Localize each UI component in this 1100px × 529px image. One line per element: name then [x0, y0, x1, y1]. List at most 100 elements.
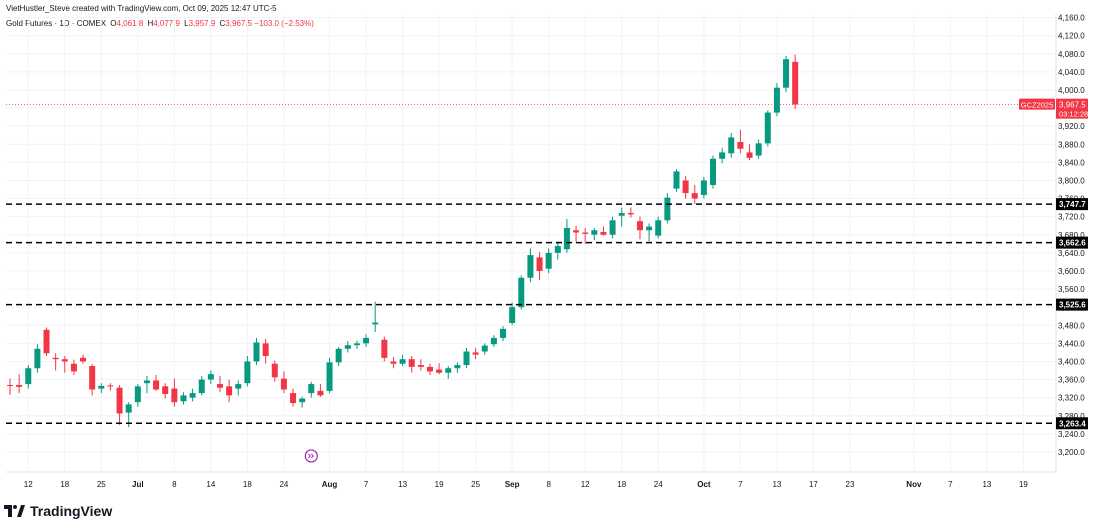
x-tick-label: Oct [697, 480, 711, 489]
y-tick-label: 3,640.0 [1058, 249, 1085, 258]
candle-up [563, 218, 570, 253]
candle-up [253, 337, 260, 366]
candle-up [554, 241, 561, 260]
candle-down [691, 184, 698, 204]
level-price-tag [1056, 198, 1088, 211]
candle-up [189, 388, 196, 402]
candle-up [299, 396, 306, 408]
candle-up [134, 384, 141, 407]
candle-down [582, 227, 589, 244]
candle-body [655, 220, 662, 236]
candle-up [481, 343, 488, 355]
candle-body [171, 388, 178, 403]
candle-down [16, 374, 23, 394]
candle-body [363, 337, 370, 344]
candle-body [143, 380, 150, 384]
candle-body [89, 365, 96, 390]
candle-down [262, 338, 269, 364]
candle-body [280, 378, 287, 390]
candle-body [216, 384, 223, 388]
y-tick-label: 3,200.0 [1058, 448, 1085, 457]
x-tick-label: Jul [132, 480, 144, 489]
candle-body [545, 252, 552, 269]
x-tick-label: 18 [617, 480, 626, 489]
level-price-label: 3,747.7 [1059, 200, 1086, 209]
y-tick-label: 3,720.0 [1058, 213, 1085, 222]
tradingview-logo-icon [4, 505, 25, 517]
candle-up [591, 227, 598, 241]
candle-up [244, 356, 251, 387]
candle-down [52, 353, 59, 371]
candle-down [70, 359, 77, 376]
candle-body [80, 357, 87, 362]
candle-up [326, 357, 333, 394]
low-value: 3,957.9 [188, 19, 216, 28]
candle-up [509, 302, 516, 326]
candle-up [344, 341, 351, 353]
candle-up [363, 334, 370, 347]
candle-body [792, 61, 799, 105]
candle-body [490, 337, 497, 345]
candle-body [344, 345, 351, 349]
candle-body [153, 380, 160, 390]
candle-up [25, 365, 32, 389]
candle-up [527, 248, 534, 283]
candle-body [436, 369, 443, 373]
candle-down [107, 383, 114, 391]
candle-up [372, 301, 379, 333]
candle-body [381, 339, 388, 358]
y-tick-label: 3,680.0 [1058, 231, 1085, 240]
candle-body [317, 390, 324, 396]
candle-body [710, 158, 717, 185]
candle-down [536, 251, 543, 280]
level-price-label: 3,263.4 [1059, 419, 1086, 428]
y-tick-label: 3,480.0 [1058, 321, 1085, 330]
candle-body [207, 374, 214, 380]
level-price-label: 3,662.6 [1059, 239, 1086, 248]
candle-body [372, 322, 379, 325]
candle-down [381, 336, 388, 362]
y-tick-label: 3,800.0 [1058, 176, 1085, 185]
candle-down [89, 363, 96, 396]
candle-up [618, 207, 625, 227]
candle-body [682, 180, 689, 194]
candle-body [463, 351, 470, 366]
candle-up [335, 346, 342, 366]
y-tick-label: 3,360.0 [1058, 376, 1085, 385]
candle-body [198, 379, 205, 394]
x-tick-label: 7 [738, 480, 743, 489]
candle-body [189, 393, 196, 398]
candle-up [490, 335, 497, 347]
countdown-label: 03:12:28 [1059, 110, 1088, 119]
x-tick-label: 18 [60, 480, 69, 489]
candle-body [226, 386, 233, 396]
candle-body [554, 246, 561, 253]
candle-body [125, 404, 132, 413]
candle-down [171, 378, 178, 407]
candle-down [280, 371, 287, 394]
x-tick-label: 12 [24, 480, 33, 489]
candle-down [746, 144, 753, 161]
candle-body [773, 87, 780, 113]
candle-body [426, 366, 433, 372]
candle-body [25, 368, 32, 385]
candle-down [153, 375, 160, 391]
level-price-label: 3,525.6 [1059, 301, 1086, 310]
candle-down [116, 384, 123, 425]
candle-up [764, 110, 771, 147]
event-marker-icon[interactable] [304, 449, 318, 463]
y-tick-label: 4,000.0 [1058, 86, 1085, 95]
candle-down [573, 225, 580, 242]
grid-lines [6, 14, 1054, 472]
x-tick-label: 8 [546, 480, 551, 489]
candle-up [308, 381, 315, 398]
chart-attribution: VietHustler_Steve created with TradingVi… [6, 4, 277, 13]
level-price-tag [1056, 298, 1088, 311]
x-tick-label: 14 [206, 480, 215, 489]
footer-branding: TradingView [4, 500, 112, 522]
candle-down [162, 383, 169, 399]
x-tick-label: 24 [654, 480, 663, 489]
candle-up [773, 83, 780, 117]
x-tick-label: 12 [581, 480, 590, 489]
